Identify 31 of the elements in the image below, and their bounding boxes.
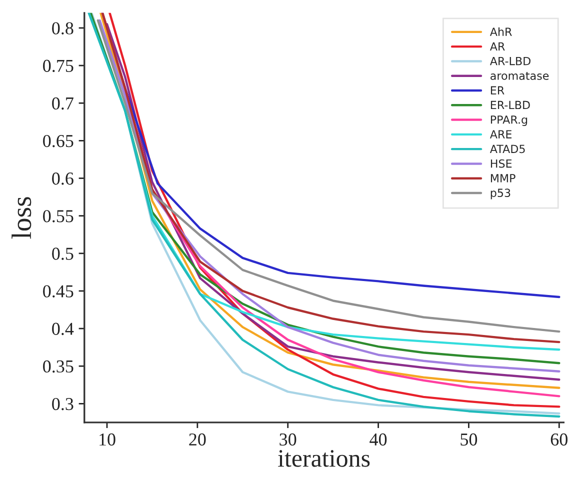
- y-tick-label: 0.45: [43, 285, 74, 298]
- legend-label: HSE: [490, 159, 512, 168]
- y-tick-label: 0.55: [43, 210, 74, 222]
- x-tick-label: 10: [100, 433, 116, 446]
- legend-label: MMP: [490, 174, 516, 182]
- x-tick-label: 50: [460, 433, 478, 446]
- legend-label: AhR: [490, 27, 512, 36]
- y-tick-label: 0.65: [43, 134, 74, 148]
- y-tick-label: 0.5: [52, 248, 74, 260]
- x-tick-label: 40: [370, 433, 387, 446]
- y-tick-label: 0.6: [52, 172, 74, 185]
- y-tick-label: 0.7: [52, 97, 74, 110]
- legend-label: ER-LBD: [490, 100, 530, 110]
- legend-label: AR: [490, 42, 505, 50]
- legend-label: AR-LBD: [490, 57, 530, 66]
- legend-label: p53: [490, 188, 510, 200]
- y-axis-title: loss: [12, 197, 32, 239]
- y-tick-label: 0.3: [52, 398, 74, 410]
- legend-label: ER: [490, 86, 504, 94]
- y-tick-label: 0.4: [52, 322, 74, 336]
- legend-label: ATAD5: [490, 144, 525, 154]
- legend-label: PPAR.g: [490, 116, 528, 126]
- x-axis-title: iterations: [278, 450, 370, 467]
- y-tick-label: 0.75: [43, 60, 74, 72]
- x-tick-label: 30: [280, 433, 296, 446]
- x-tick-label: 20: [189, 433, 206, 446]
- legend-label: ARE: [490, 130, 512, 138]
- legend-label: aromatase: [490, 72, 549, 80]
- x-tick-label: 60: [550, 433, 568, 446]
- y-tick-label: 0.8: [52, 22, 74, 34]
- y-tick-label: 0.35: [43, 360, 74, 373]
